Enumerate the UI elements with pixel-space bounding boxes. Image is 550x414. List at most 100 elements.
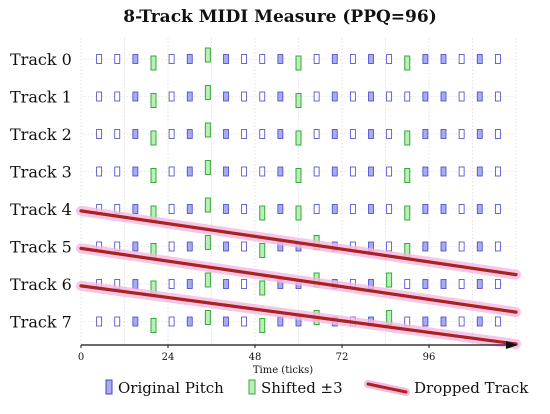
original-note	[386, 166, 393, 177]
original-note	[458, 91, 465, 102]
original-note	[132, 129, 139, 139]
legend-label: Shifted ±3	[261, 379, 343, 397]
original-note	[349, 129, 356, 139]
shifted-note	[204, 47, 211, 63]
original-note	[114, 54, 121, 64]
shifted-note	[259, 205, 266, 221]
original-note	[96, 166, 103, 177]
original-note	[132, 316, 139, 327]
shifted-note	[204, 235, 211, 250]
original-note	[223, 129, 229, 139]
original-note	[458, 241, 465, 252]
original-note	[368, 166, 374, 177]
shifted-note	[204, 160, 211, 175]
original-note	[114, 91, 121, 102]
original-note	[422, 166, 429, 177]
shifted-note	[150, 168, 157, 183]
original-note	[476, 204, 483, 214]
original-note	[241, 241, 248, 252]
original-note	[422, 279, 429, 289]
original-note	[368, 129, 374, 139]
original-note	[132, 279, 139, 289]
original-note	[241, 54, 248, 64]
shifted-note	[259, 280, 266, 296]
original-note	[349, 91, 356, 102]
original-note	[259, 54, 266, 64]
original-note	[386, 241, 393, 252]
original-note	[349, 204, 356, 214]
original-note	[422, 204, 429, 214]
dropped-track-lines	[76, 205, 521, 349]
shifted-note	[150, 55, 157, 71]
original-note	[132, 54, 139, 64]
original-note	[494, 129, 501, 139]
original-note	[440, 279, 447, 289]
original-note	[132, 204, 139, 214]
original-note	[404, 279, 411, 289]
original-note	[331, 204, 338, 214]
original-note	[186, 204, 193, 214]
original-note	[494, 316, 501, 327]
x-axis: 0 24 48 72 96	[78, 341, 518, 363]
original-note	[494, 241, 501, 252]
original-note	[259, 91, 266, 102]
original-note	[313, 54, 320, 64]
original-note	[186, 54, 193, 64]
original-note	[223, 54, 229, 64]
original-note	[349, 54, 356, 64]
original-note	[277, 166, 284, 177]
x-axis-title: Time (ticks)	[253, 365, 313, 376]
original-note	[404, 91, 411, 102]
shifted-note	[204, 85, 211, 100]
original-note	[223, 91, 229, 102]
track-label: Track 0	[10, 50, 72, 69]
shifted-note	[404, 55, 411, 71]
original-note	[476, 316, 483, 327]
original-note	[168, 166, 175, 177]
original-note	[440, 166, 447, 177]
track-label: Track 7	[10, 313, 72, 332]
original-note	[422, 54, 429, 64]
original-note	[494, 279, 501, 289]
original-note	[277, 316, 284, 327]
original-note	[458, 54, 465, 64]
original-note	[458, 129, 465, 139]
original-note	[331, 166, 338, 177]
original-note	[422, 91, 429, 102]
original-note	[440, 241, 447, 252]
shifted-note	[295, 168, 302, 183]
original-note	[476, 129, 483, 139]
original-note	[96, 91, 103, 102]
original-note	[494, 54, 501, 64]
original-note	[223, 166, 229, 177]
dropped-track-line	[79, 209, 518, 277]
shifted-note	[295, 130, 302, 146]
x-axis-title-group: Time (ticks)	[253, 365, 313, 376]
x-tick-label: 24	[162, 352, 175, 363]
track-label: Track 5	[10, 238, 72, 257]
shifted-note	[204, 197, 211, 213]
x-axis-arrow-icon	[506, 341, 518, 349]
original-note	[277, 129, 284, 139]
original-note	[422, 316, 429, 327]
legend: Original Pitch Shifted ±3 Dropped Track	[105, 379, 529, 397]
original-note	[313, 91, 320, 102]
x-tick-label: 72	[336, 352, 349, 363]
original-note	[186, 129, 193, 139]
original-note	[96, 54, 103, 64]
original-note	[422, 129, 429, 139]
original-note	[223, 204, 229, 214]
original-note	[186, 241, 193, 252]
original-note	[331, 91, 338, 102]
original-note	[114, 166, 121, 177]
x-tick-label: 0	[78, 352, 84, 363]
shifted-note	[259, 243, 266, 258]
original-note	[114, 316, 121, 327]
shifted-note	[386, 272, 393, 288]
original-note	[458, 166, 465, 177]
legend-label: Original Pitch	[118, 379, 224, 397]
shifted-note	[404, 168, 411, 183]
original-note	[440, 204, 447, 214]
